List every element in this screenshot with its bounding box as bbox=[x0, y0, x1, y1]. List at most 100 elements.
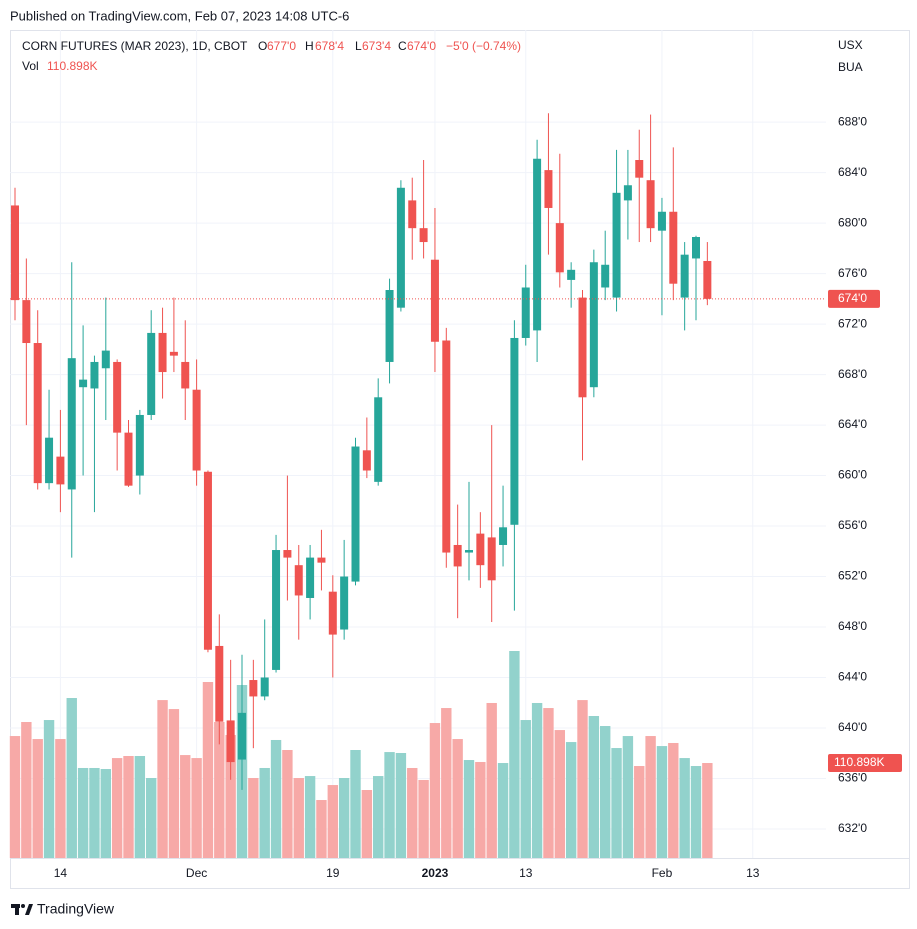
candle-body bbox=[385, 290, 394, 362]
candle-body bbox=[22, 300, 31, 344]
legend-high: 678'4 bbox=[315, 39, 344, 53]
volume-bar bbox=[384, 752, 395, 858]
candle-body bbox=[567, 269, 576, 280]
volume-bar bbox=[338, 778, 350, 858]
candle-body bbox=[476, 533, 485, 566]
volume-bar bbox=[214, 721, 225, 858]
candle-body bbox=[306, 557, 315, 598]
x-tick-label: 19 bbox=[326, 866, 340, 880]
volume-bar bbox=[89, 767, 100, 858]
y-tick-label: 668'0 bbox=[838, 367, 867, 381]
volume-bar bbox=[327, 785, 338, 858]
legend-volume: 110.898K bbox=[47, 59, 98, 73]
volume-bar bbox=[350, 750, 361, 858]
currency: USX bbox=[838, 38, 863, 52]
unit: BUA bbox=[838, 60, 863, 74]
volume-bar bbox=[270, 739, 282, 858]
volume-bar bbox=[531, 702, 543, 858]
volume-bar bbox=[55, 739, 66, 858]
candle-body bbox=[328, 591, 337, 635]
volume-bar bbox=[259, 767, 270, 858]
volume-bar bbox=[100, 769, 111, 858]
volume-bar bbox=[21, 721, 32, 858]
volume-bar bbox=[248, 778, 259, 858]
published-note: Published on TradingView.com, Feb 07, 20… bbox=[10, 8, 349, 23]
volume-bar bbox=[690, 766, 702, 858]
y-tick-label: 660'0 bbox=[838, 468, 867, 482]
candle-body bbox=[510, 337, 519, 525]
volume-bar bbox=[418, 779, 429, 858]
logo bbox=[11, 904, 33, 915]
footer-brand[interactable]: TradingView bbox=[37, 901, 115, 917]
volume-bar bbox=[32, 739, 43, 858]
volume-bar bbox=[304, 776, 316, 858]
candle-body bbox=[396, 187, 405, 308]
candle-body bbox=[158, 332, 167, 373]
volume-bar bbox=[441, 708, 452, 858]
volume-bar bbox=[486, 702, 497, 858]
candle-body bbox=[56, 456, 65, 485]
volume-bar bbox=[509, 651, 520, 858]
legend-open-label: O bbox=[258, 39, 267, 53]
candle-body bbox=[623, 185, 632, 201]
volume-bar bbox=[395, 753, 407, 858]
candle-body bbox=[340, 576, 349, 630]
volume-bar bbox=[180, 755, 191, 858]
y-tick-label: 644'0 bbox=[838, 670, 867, 684]
candle-body bbox=[33, 343, 42, 484]
y-tick-label: 652'0 bbox=[838, 569, 867, 583]
candle-body bbox=[249, 680, 258, 697]
candle-body bbox=[533, 158, 542, 331]
volume-bar bbox=[656, 746, 668, 858]
volume-bar bbox=[168, 709, 180, 858]
candle-body bbox=[113, 361, 122, 433]
y-tick-label: 656'0 bbox=[838, 518, 867, 532]
volume-bar bbox=[565, 742, 577, 858]
candle-body bbox=[203, 471, 212, 650]
y-tick-label: 680'0 bbox=[838, 215, 867, 229]
logo-shape bbox=[21, 904, 25, 908]
legend-volume-label: Vol bbox=[22, 59, 39, 73]
volume-bar bbox=[429, 723, 441, 858]
candle-body bbox=[419, 228, 428, 243]
volume-bar bbox=[679, 758, 690, 858]
legend-symbol: CORN FUTURES (MAR 2023), 1D, CBOT bbox=[22, 39, 248, 53]
candle-body bbox=[578, 297, 587, 398]
legend-low-label: L bbox=[355, 39, 362, 53]
volume-bar bbox=[66, 698, 77, 858]
x-tick-label: Feb bbox=[652, 866, 673, 880]
x-tick-label: 13 bbox=[746, 866, 760, 880]
candle-body bbox=[317, 557, 326, 563]
volume-bar bbox=[9, 736, 21, 858]
volume-bar bbox=[282, 750, 293, 858]
volume-bar bbox=[361, 789, 373, 858]
y-tick-label: 664'0 bbox=[838, 417, 867, 431]
volume-bar bbox=[577, 700, 588, 858]
candle-body bbox=[90, 361, 99, 389]
y-tick-label: 640'0 bbox=[838, 720, 867, 734]
volume-bar bbox=[668, 742, 679, 858]
volume-bar bbox=[634, 766, 645, 858]
volume-bar bbox=[497, 763, 509, 858]
volume-bar bbox=[146, 778, 157, 858]
volume-bar bbox=[373, 776, 384, 858]
candle-body bbox=[612, 192, 621, 298]
volume-bar bbox=[134, 755, 146, 858]
candle-body bbox=[272, 550, 281, 670]
legend-open: 677'0 bbox=[267, 39, 296, 53]
candle-body bbox=[703, 260, 712, 299]
volume-bar bbox=[111, 758, 123, 858]
candle-body bbox=[442, 340, 451, 553]
volume-bar bbox=[316, 800, 327, 858]
volume-bar bbox=[554, 730, 565, 858]
logo-shape bbox=[25, 904, 33, 915]
volume-bar bbox=[202, 682, 214, 858]
volume-bar bbox=[157, 700, 168, 858]
candle-body bbox=[192, 389, 201, 471]
legend-close-label: C bbox=[398, 39, 407, 53]
last-volume-box bbox=[828, 754, 902, 773]
last-price-box bbox=[828, 289, 880, 308]
candle-body bbox=[692, 237, 700, 259]
candle-body bbox=[499, 527, 508, 545]
